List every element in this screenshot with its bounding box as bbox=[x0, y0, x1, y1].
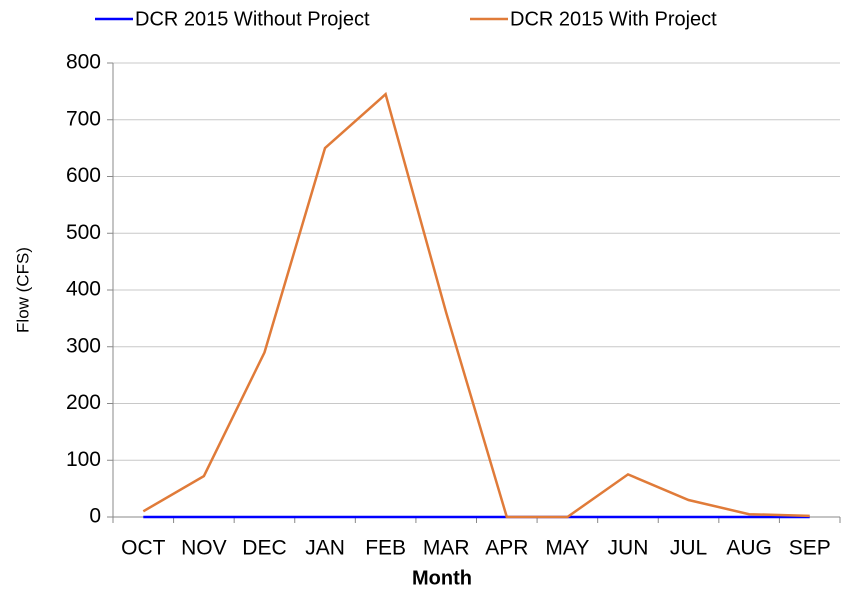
x-tick-label: MAR bbox=[423, 537, 470, 560]
y-tick-label: 700 bbox=[66, 107, 101, 130]
x-axis-label: Month bbox=[412, 567, 472, 589]
x-tick-label: FEB bbox=[365, 537, 406, 560]
x-tick-label: OCT bbox=[121, 537, 166, 560]
series-line bbox=[142, 91, 810, 519]
y-tick-label: 0 bbox=[89, 505, 101, 528]
legend-label: DCR 2015 Without Project bbox=[135, 8, 370, 30]
y-axis-label: Flow (CFS) bbox=[13, 247, 32, 333]
y-tick-label: 400 bbox=[66, 278, 101, 301]
y-tick-label: 300 bbox=[66, 334, 101, 357]
x-tick-label: DEC bbox=[242, 537, 286, 560]
x-tick-label: JUN bbox=[608, 537, 649, 560]
x-tick-label: AUG bbox=[726, 537, 772, 560]
x-tick-label: MAY bbox=[545, 537, 589, 560]
y-tick-label: 600 bbox=[66, 164, 101, 187]
y-tick-label: 500 bbox=[66, 221, 101, 244]
x-tick-label: SEP bbox=[789, 537, 831, 560]
y-tick-label: 200 bbox=[66, 391, 101, 414]
x-tick-label: JUL bbox=[670, 537, 707, 560]
x-tick-label: APR bbox=[485, 537, 528, 560]
x-tick-label: NOV bbox=[181, 537, 227, 560]
y-tick-label: 100 bbox=[66, 448, 101, 471]
x-tick-label: JAN bbox=[305, 537, 345, 560]
y-tick-label: 800 bbox=[66, 51, 101, 74]
legend-label: DCR 2015 With Project bbox=[510, 8, 717, 30]
